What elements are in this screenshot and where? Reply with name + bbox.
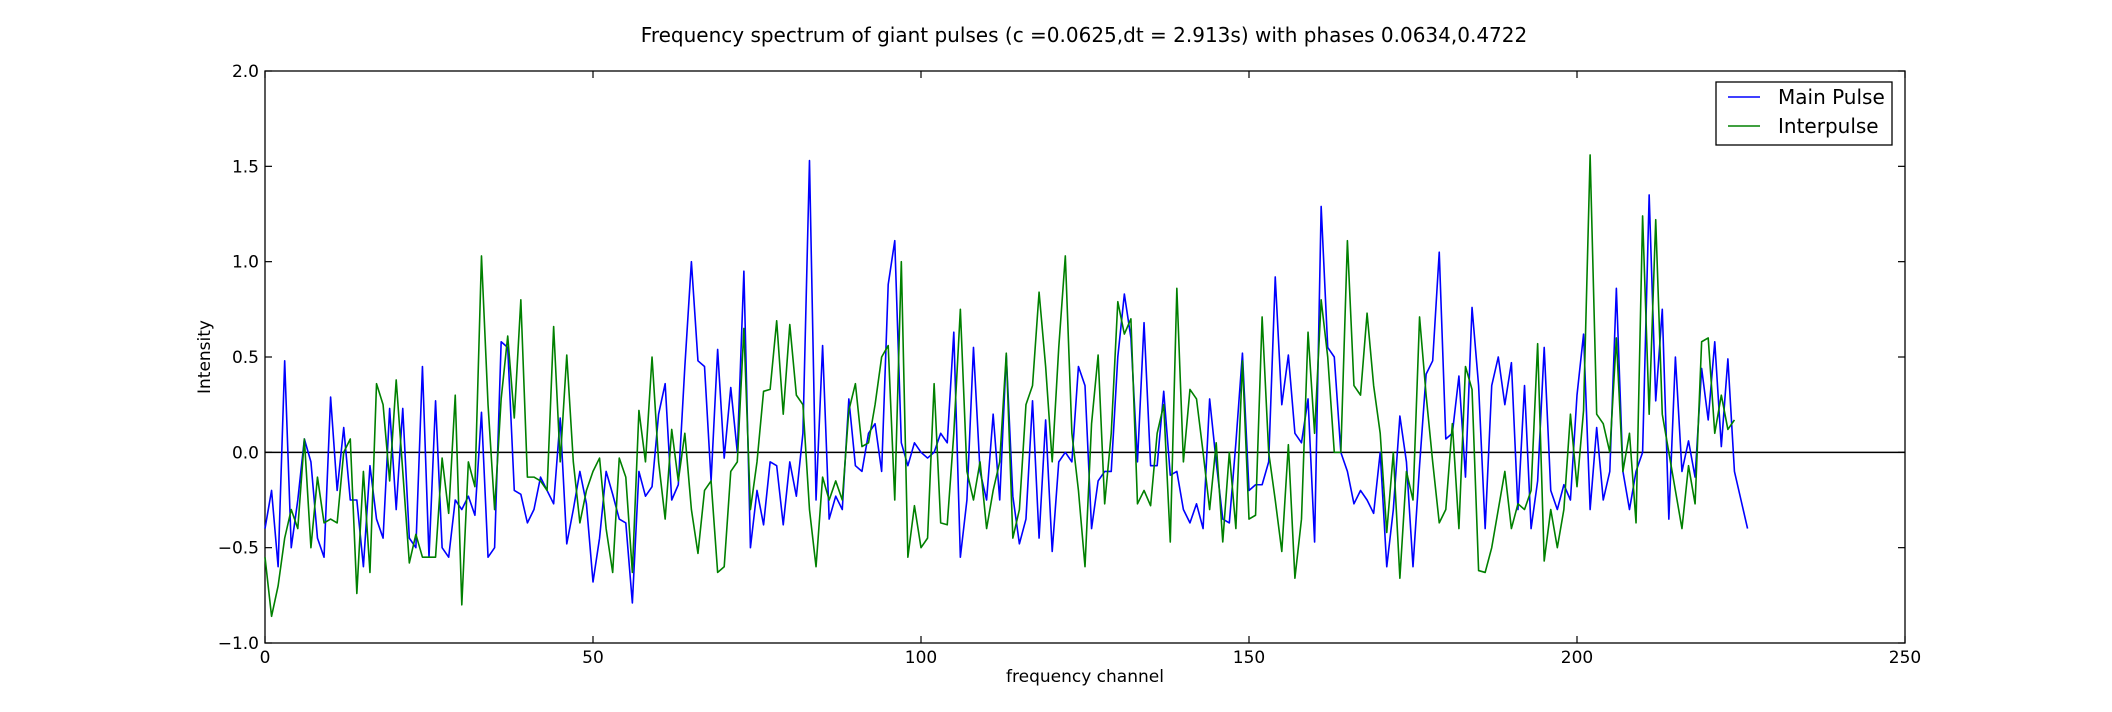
y-tick-label: −0.5 [218,539,259,559]
y-axis: −1.0 −0.5 0.0 0.5 1.0 1.5 2.0 [218,62,1905,654]
y-axis-title: Intensity [195,320,215,394]
x-tick-label: 0 [260,648,271,668]
legend: Main Pulse Interpulse [1715,81,1893,146]
legend-label-interpulse: Interpulse [1778,114,1879,138]
x-tick-label: 50 [582,648,604,668]
x-tick-label: 150 [1233,648,1265,668]
legend-label-main-pulse: Main Pulse [1778,85,1885,109]
y-tick-label: 1.0 [232,253,259,273]
y-tick-label: −1.0 [218,634,259,654]
series-line-interpulse [264,154,1736,618]
y-tick-label: 1.5 [232,157,259,177]
x-axis: 0 50 100 150 200 250 [260,71,1921,668]
y-tick-label: 2.0 [232,62,259,82]
series-layer [264,154,1749,618]
x-tick-label: 200 [1561,648,1593,668]
y-tick-label: 0.0 [232,443,259,463]
x-axis-title: frequency channel [1006,667,1164,687]
y-tick-label: 0.5 [232,348,259,368]
legend-box [1715,81,1893,146]
x-tick-label: 250 [1889,648,1921,668]
x-tick-label: 100 [905,648,937,668]
chart-title: Frequency spectrum of giant pulses (c =0… [641,23,1527,47]
